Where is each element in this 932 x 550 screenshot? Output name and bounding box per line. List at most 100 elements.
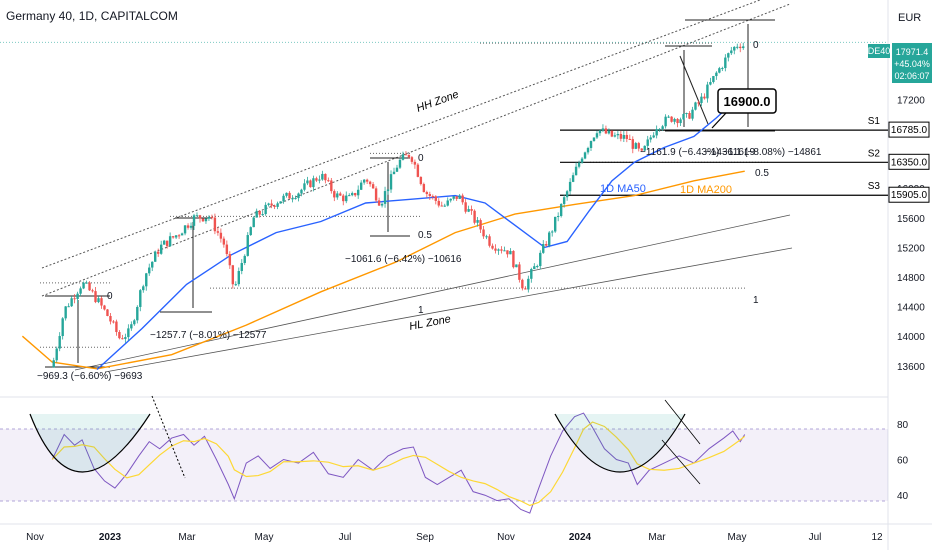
candle-body [697, 102, 700, 104]
candle-body [485, 236, 488, 238]
measure-label-5: −1436.1 (−8.08%) −14861 [705, 147, 822, 158]
fib-half-label-1: 0.5 [418, 230, 432, 241]
candle-body [237, 270, 240, 285]
candle-body [467, 209, 470, 212]
candle-body [64, 306, 67, 319]
candle-body [371, 184, 375, 189]
support-name-s1: S1 [868, 116, 881, 127]
candle-body [240, 263, 243, 271]
candle-body [742, 46, 745, 49]
candle-body [670, 116, 673, 122]
candle-body [118, 332, 121, 339]
candle-body [401, 154, 405, 160]
candle-body [297, 193, 300, 199]
candle-body [210, 216, 214, 218]
candle-body [691, 109, 694, 119]
candle-body [580, 158, 584, 163]
candle-body [515, 264, 518, 268]
measure-label-2: −1257.7 (−8.01%) −12577 [150, 330, 267, 341]
support-name-s2: S2 [868, 148, 881, 159]
candle-body [530, 269, 533, 279]
candle-body [574, 166, 578, 176]
candle-body [258, 210, 261, 215]
candle-body [392, 171, 396, 175]
rsi-trend-right-1 [664, 399, 701, 445]
candle-body [136, 306, 139, 321]
candle-body [303, 183, 306, 190]
candle-body [359, 182, 363, 190]
candle-body [625, 134, 629, 139]
candle-body [249, 227, 252, 236]
candle-body [545, 244, 548, 246]
candle-body [613, 135, 617, 137]
x-tick-label: Jul [339, 532, 352, 543]
candle-body [100, 298, 103, 306]
candle-body [479, 220, 482, 230]
candle-body [556, 216, 560, 218]
candle-body [524, 288, 527, 290]
candle-body [52, 360, 55, 368]
candle-body [177, 235, 181, 237]
candle-body [276, 203, 279, 207]
candle-body [162, 240, 166, 245]
candle-body [85, 282, 88, 284]
channel-lower-line [74, 214, 791, 371]
candle-body [365, 179, 369, 182]
candle-body [76, 293, 79, 299]
candle-body [700, 96, 703, 103]
candle-body [264, 204, 267, 215]
candle-body [542, 244, 545, 253]
candle-body [646, 139, 649, 146]
candle-body [506, 250, 509, 255]
candle-body [616, 134, 620, 136]
candle-body [601, 128, 605, 131]
candle-body [356, 189, 360, 196]
price-badge [892, 43, 932, 83]
candle-body [649, 137, 652, 140]
support-value-s3: 15905.0 [891, 190, 928, 201]
rsi-trend-right-2 [661, 439, 701, 485]
candle-body [503, 250, 506, 252]
candle-body [733, 46, 736, 51]
support-value-s1: 16785.0 [891, 125, 928, 136]
candle-body [174, 235, 178, 238]
candle-body [607, 130, 611, 134]
candle-body [565, 191, 569, 198]
candle-body [583, 152, 587, 159]
candle-body [434, 196, 437, 201]
candle-body [73, 298, 76, 300]
candle-body [156, 251, 160, 254]
currency-label[interactable]: EUR [898, 12, 922, 24]
candle-body [148, 267, 151, 274]
support-badge-s3 [888, 186, 930, 203]
candle-body [604, 128, 608, 134]
y-tick-label: 17200 [897, 95, 925, 106]
candle-body [497, 249, 500, 251]
projection-arrow [679, 55, 709, 125]
candle-body [685, 113, 688, 115]
candle-body [724, 57, 727, 69]
candle-body [739, 46, 742, 49]
candle-body [255, 210, 258, 218]
candle-body [171, 236, 175, 238]
candle-body [416, 164, 420, 177]
x-tick-label: Sep [416, 532, 434, 543]
target-callout-pointer [711, 112, 727, 129]
candle-body [228, 254, 232, 266]
candle-body [58, 336, 61, 349]
candle-body [168, 236, 172, 247]
candle-body [634, 143, 637, 149]
candle-body [568, 181, 572, 192]
candle-body [306, 180, 309, 184]
candle-body [643, 145, 646, 151]
symbol-badge-text: DE40 [868, 46, 891, 56]
candle-body [389, 174, 393, 190]
candle-body [658, 128, 661, 130]
x-tick-label: Nov [26, 532, 44, 543]
candle-body [261, 214, 264, 216]
candle-body [437, 200, 440, 206]
candle-body [586, 147, 590, 153]
candle-body [527, 278, 530, 290]
candle-body [682, 114, 685, 120]
